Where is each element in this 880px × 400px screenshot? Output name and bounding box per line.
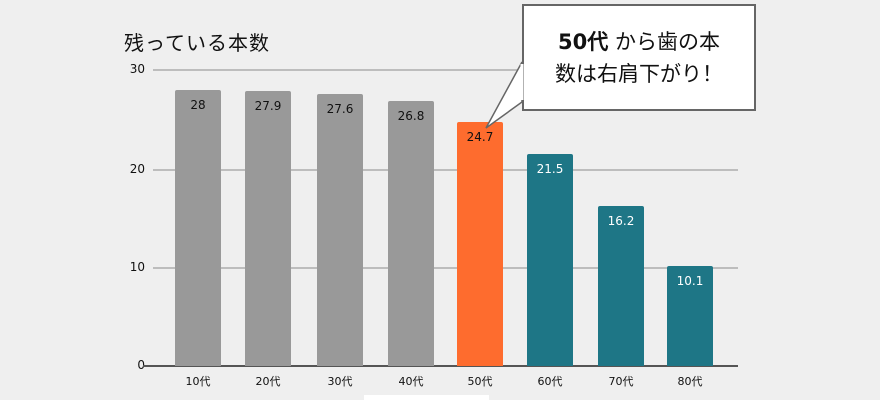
callout-pointer <box>485 61 524 129</box>
bar-40代 <box>388 101 434 366</box>
x-tick-label: 30代 <box>327 375 353 388</box>
bar-value-label: 27.9 <box>254 99 282 113</box>
bar-70代 <box>598 206 644 366</box>
bar-60代 <box>527 154 573 366</box>
gridline-20 <box>153 169 738 171</box>
gridline-30 <box>153 69 738 71</box>
bar-20代 <box>245 91 291 366</box>
bar-value-label: 26.8 <box>397 109 425 123</box>
y-tick-0: 0 <box>137 358 145 372</box>
x-tick-label: 50代 <box>467 375 493 388</box>
bar-value-label: 28 <box>190 98 206 112</box>
bar-80代 <box>667 266 713 366</box>
callout-text-line2: 数は右肩下がり！ <box>555 62 723 86</box>
bar-value-label: 27.6 <box>326 102 354 116</box>
x-axis-baseline <box>143 365 738 367</box>
callout-bold-text: 50代 <box>558 30 609 54</box>
chart-title: 残っている本数 <box>124 31 270 55</box>
bar-10代 <box>175 90 221 366</box>
gridline-10 <box>153 267 738 269</box>
y-tick-30: 30 <box>129 62 145 76</box>
x-tick-label: 80代 <box>677 375 703 388</box>
bar-value-label: 16.2 <box>607 214 635 228</box>
bar-value-label: 10.1 <box>676 274 704 288</box>
bar-50代 <box>457 122 503 366</box>
footer-strip <box>364 395 489 400</box>
x-tick-label: 10代 <box>185 375 211 388</box>
bar-30代 <box>317 94 363 366</box>
x-tick-label: 20代 <box>255 375 281 388</box>
bar-value-label: 21.5 <box>536 162 564 176</box>
callout-text-line1: から歯の本 <box>614 30 720 54</box>
annotation-callout: 50代 から歯の本 数は右肩下がり！ <box>522 4 756 111</box>
y-tick-10: 10 <box>129 260 145 274</box>
bar-value-label: 24.7 <box>466 130 494 144</box>
x-tick-label: 40代 <box>398 375 424 388</box>
x-tick-label: 70代 <box>608 375 634 388</box>
x-tick-label: 60代 <box>537 375 563 388</box>
y-tick-20: 20 <box>129 162 145 176</box>
